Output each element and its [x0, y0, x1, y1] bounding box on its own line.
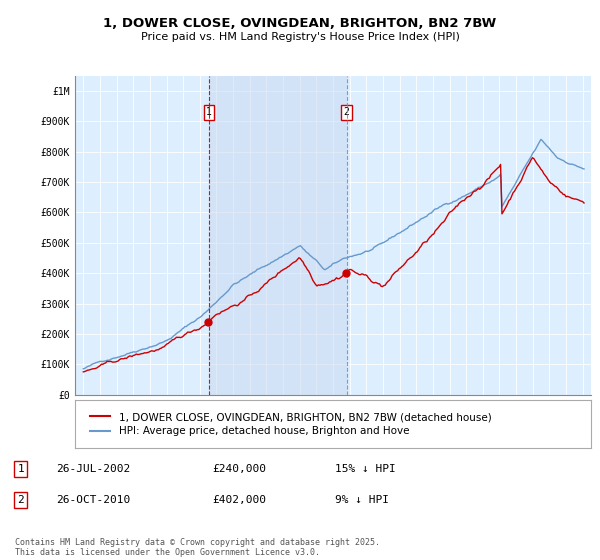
Text: 2: 2: [344, 107, 350, 117]
Text: 9% ↓ HPI: 9% ↓ HPI: [335, 495, 389, 505]
Text: 1: 1: [17, 464, 24, 474]
Text: 26-JUL-2002: 26-JUL-2002: [56, 464, 130, 474]
Legend: 1, DOWER CLOSE, OVINGDEAN, BRIGHTON, BN2 7BW (detached house), HPI: Average pric: 1, DOWER CLOSE, OVINGDEAN, BRIGHTON, BN2…: [85, 408, 496, 441]
Text: 2: 2: [17, 495, 24, 505]
Text: £402,000: £402,000: [212, 495, 266, 505]
Text: 1: 1: [206, 107, 212, 117]
Bar: [209, 76, 347, 395]
Text: Contains HM Land Registry data © Crown copyright and database right 2025.
This d: Contains HM Land Registry data © Crown c…: [15, 538, 380, 557]
Text: 1, DOWER CLOSE, OVINGDEAN, BRIGHTON, BN2 7BW: 1, DOWER CLOSE, OVINGDEAN, BRIGHTON, BN2…: [103, 17, 497, 30]
Text: 15% ↓ HPI: 15% ↓ HPI: [335, 464, 396, 474]
Text: £240,000: £240,000: [212, 464, 266, 474]
Text: Price paid vs. HM Land Registry's House Price Index (HPI): Price paid vs. HM Land Registry's House …: [140, 32, 460, 43]
Text: 26-OCT-2010: 26-OCT-2010: [56, 495, 130, 505]
